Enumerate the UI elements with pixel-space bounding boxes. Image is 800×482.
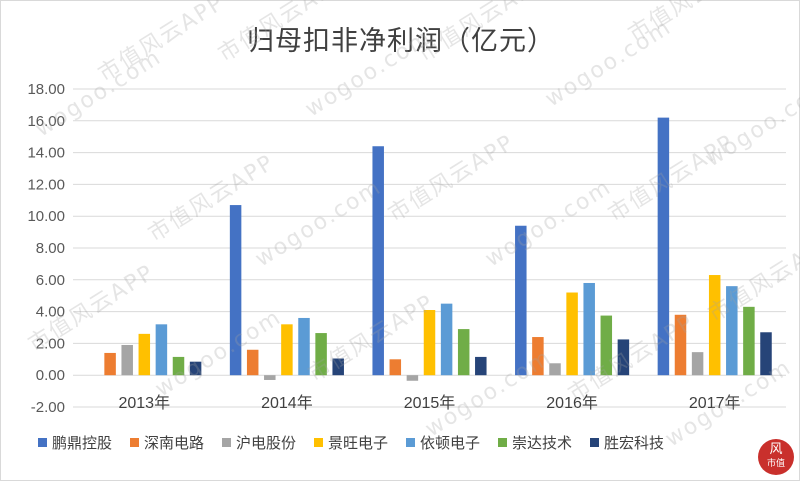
- bar: [760, 332, 772, 376]
- y-tick-label: 4.00: [36, 304, 65, 321]
- legend-swatch: [590, 438, 599, 447]
- y-tick-label: 14.00: [27, 145, 65, 162]
- bar: [566, 292, 578, 376]
- bar: [229, 205, 242, 376]
- y-tick-label: 10.00: [27, 208, 65, 225]
- legend-swatch: [130, 438, 139, 447]
- bar: [743, 306, 755, 376]
- bar: [372, 146, 384, 376]
- bar: [674, 314, 687, 376]
- bar: [549, 363, 561, 376]
- bar: [532, 337, 544, 376]
- y-tick-label: 8.00: [36, 240, 65, 257]
- x-tick-label: 2017年: [689, 394, 741, 412]
- bar: [708, 275, 721, 376]
- bar: [440, 303, 453, 376]
- bar: [583, 282, 595, 376]
- legend-swatch: [38, 438, 47, 447]
- legend-label: 沪电股份: [236, 434, 296, 452]
- bar: [406, 375, 419, 381]
- legend-swatch: [498, 438, 507, 447]
- bar: [264, 375, 276, 380]
- y-tick-label: 18.00: [27, 81, 65, 98]
- y-tick-label: 12.00: [27, 176, 65, 193]
- bar: [104, 352, 116, 376]
- y-tick-label: 16.00: [27, 113, 65, 130]
- bar: [691, 352, 704, 376]
- bar: [298, 317, 310, 376]
- x-tick-label: 2015年: [404, 394, 456, 412]
- bar: [281, 324, 293, 376]
- y-tick-label: 2.00: [36, 335, 65, 352]
- bar: [189, 361, 202, 376]
- bar: [475, 356, 487, 376]
- bar: [726, 286, 738, 376]
- bar: [389, 359, 402, 376]
- bar: [155, 324, 168, 376]
- bar: [315, 333, 327, 376]
- legend-label: 胜宏科技: [604, 434, 664, 452]
- brand-logo: 风 市值: [758, 439, 794, 475]
- legend-label: 深南电路: [144, 434, 204, 452]
- bar: [617, 339, 630, 376]
- bar: [657, 117, 670, 376]
- bar: [600, 315, 613, 376]
- bar: [246, 349, 259, 376]
- x-tick-label: 2016年: [546, 394, 598, 412]
- legend-label: 景旺电子: [328, 434, 388, 452]
- x-tick-label: 2014年: [261, 394, 313, 412]
- legend-label: 崇达技术: [512, 434, 572, 452]
- bar: [423, 310, 436, 376]
- bar: [332, 358, 344, 376]
- chart-title: 归母扣非净利润（亿元）: [247, 26, 555, 57]
- legend-swatch: [314, 438, 323, 447]
- legend-label: 依顿电子: [420, 434, 480, 452]
- legend-label: 鹏鼎控股: [52, 434, 112, 452]
- x-tick-label: 2013年: [118, 394, 170, 412]
- legend-swatch: [406, 438, 415, 447]
- bar: [172, 356, 185, 376]
- y-tick-label: 0.00: [36, 367, 65, 384]
- bar: [515, 225, 527, 376]
- y-tick-label: 6.00: [36, 272, 65, 289]
- y-tick-label: -2.00: [31, 399, 65, 416]
- bar: [457, 329, 470, 376]
- legend-swatch: [222, 438, 231, 447]
- bar: [121, 344, 133, 376]
- bar: [138, 333, 151, 376]
